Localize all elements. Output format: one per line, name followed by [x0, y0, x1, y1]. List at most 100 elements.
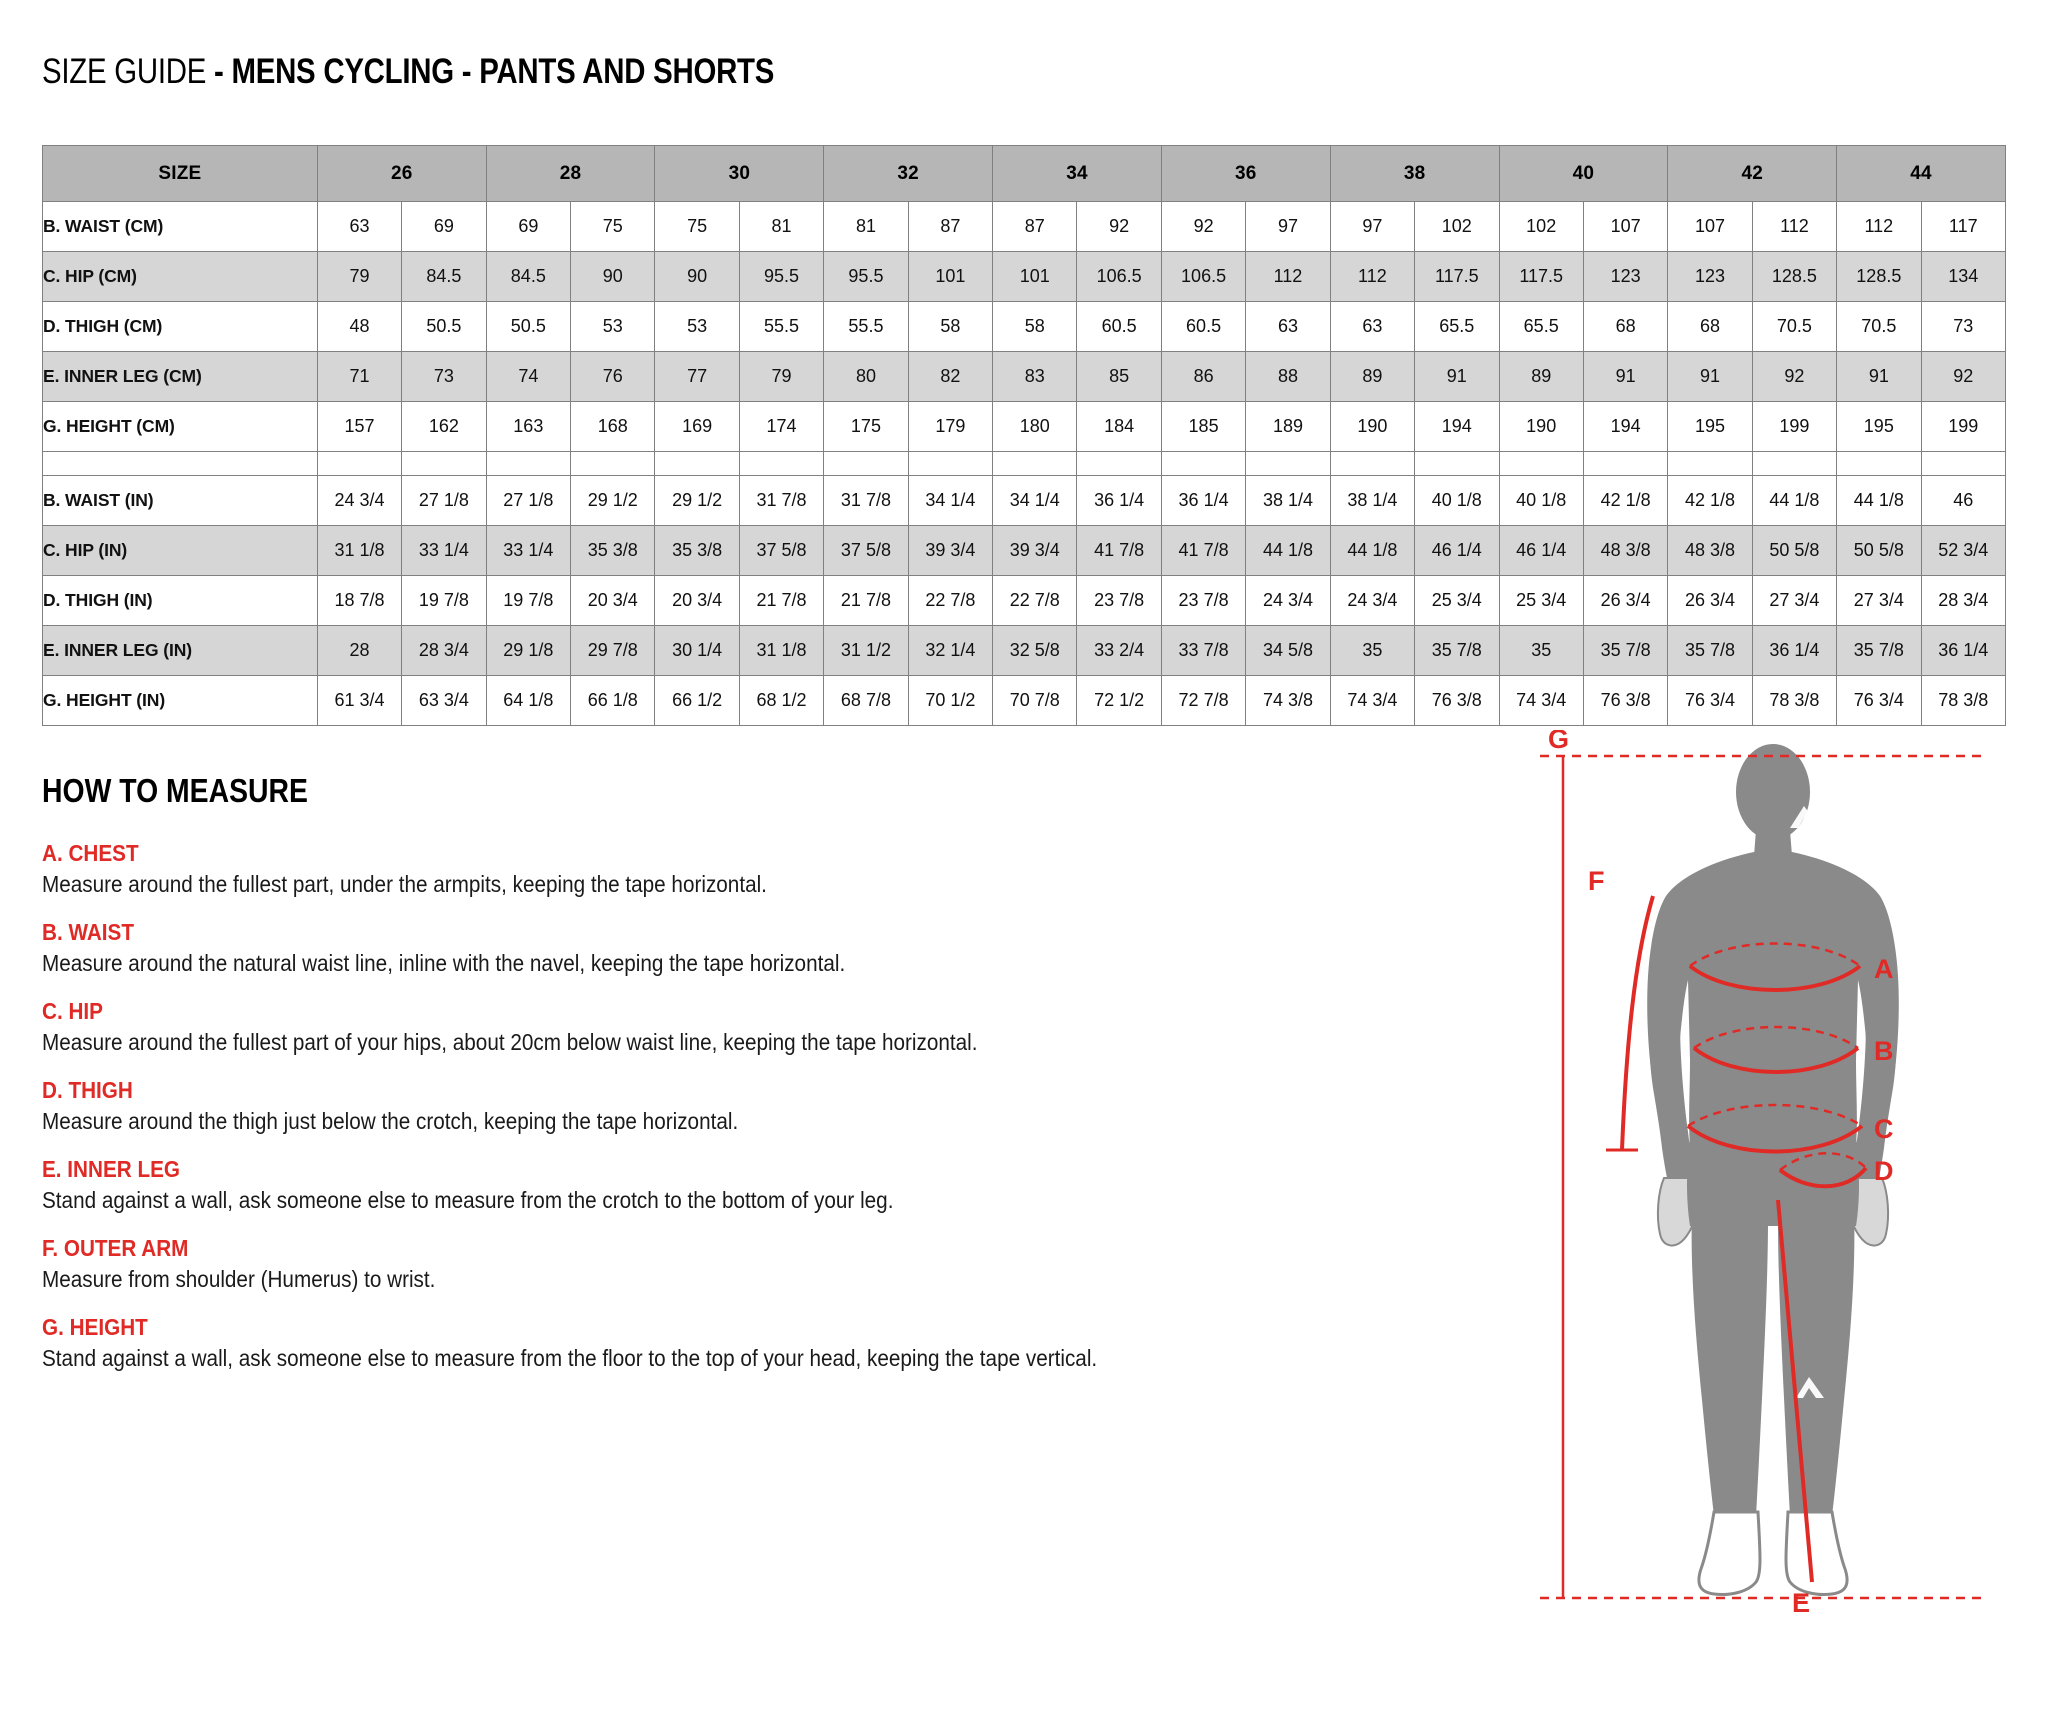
table-cell: 112	[1751, 201, 1838, 252]
row-label: C. HIP (CM)	[42, 251, 318, 302]
table-cell: 76 3/8	[1582, 675, 1669, 726]
table-row: D. THIGH (CM) 48 50.5 50.5 53 53 55.5 55.5 58 58 6…	[42, 301, 2007, 352]
table-body: B. WAIST (CM) 63 69 69 75 75 81 81 87 87 92 92 97 97 1…	[42, 201, 2007, 726]
marker-label-a: A	[1874, 954, 1894, 984]
spacer-cell	[1245, 451, 1331, 476]
table-cell: 76	[570, 351, 656, 402]
measure-item-title: G. HEIGHT	[42, 1314, 148, 1340]
table-cell: 25 3/4	[1498, 575, 1584, 626]
measure-item-description: Measure around the natural waist line, i…	[42, 950, 846, 976]
spacer-cell	[1414, 451, 1500, 476]
table-cell: 78 3/8	[1920, 675, 2007, 726]
table-cell: 33 7/8	[1160, 625, 1247, 676]
marker-label-f: F	[1588, 866, 1605, 896]
table-cell: 38 1/4	[1329, 475, 1416, 526]
table-cell: 28 3/4	[1920, 575, 2007, 626]
row-label: D. THIGH (CM)	[42, 301, 318, 352]
table-cell: 78 3/8	[1751, 675, 1838, 726]
table-cell: 66 1/8	[570, 675, 656, 726]
table-cell: 128.5	[1751, 251, 1838, 302]
table-cell: 106.5	[1160, 251, 1247, 302]
table-row: C. HIP (IN) 31 1/8 33 1/4 33 1/4 35 3/8 35 3/…	[42, 525, 2007, 576]
table-cell: 29 7/8	[570, 625, 656, 676]
row-label: E. INNER LEG (CM)	[42, 351, 318, 402]
spacer-cell	[738, 451, 825, 476]
body-silhouette	[1647, 744, 1899, 1596]
table-cell: 19 7/8	[401, 575, 487, 626]
table-cell: 75	[654, 201, 740, 252]
spacer-cell	[570, 451, 656, 476]
table-cell: 77	[654, 351, 740, 402]
table-cell: 69	[485, 201, 572, 252]
marker-label-g: G	[1548, 730, 1569, 754]
measure-item-title: D. THIGH	[42, 1077, 133, 1103]
spacer-cell	[823, 451, 909, 476]
table-cell: 195	[1667, 401, 1753, 452]
table-cell: 180	[992, 401, 1078, 452]
table-cell: 21 7/8	[823, 575, 909, 626]
table-cell: 92	[1160, 201, 1247, 252]
table-cell: 44 1/8	[1329, 525, 1416, 576]
table-row: E. INNER LEG (IN) 28 28 3/4 29 1/8 29 7/8 30 …	[42, 625, 2007, 676]
table-cell: 32 5/8	[992, 625, 1078, 676]
table-cell: 27 3/4	[1836, 575, 1922, 626]
table-cell: 70.5	[1836, 301, 1922, 352]
table-cell: 35 3/8	[654, 525, 740, 576]
table-header: SIZE 26 28 30 32 34 36 38 40 42 44	[42, 145, 2006, 202]
marker-label-c: C	[1874, 1114, 1894, 1144]
table-cell: 169	[654, 401, 740, 452]
table-cell: 35 7/8	[1667, 625, 1753, 676]
table-cell: 32 1/4	[907, 625, 994, 676]
table-cell: 35 7/8	[1836, 625, 1922, 676]
table-cell: 74 3/4	[1329, 675, 1416, 726]
table-cell: 40 1/8	[1498, 475, 1584, 526]
table-cell: 112	[1329, 251, 1416, 302]
table-cell: 31 1/8	[738, 625, 825, 676]
table-cell: 63 3/4	[401, 675, 487, 726]
table-cell: 91	[1414, 351, 1500, 402]
table-cell: 22 7/8	[992, 575, 1078, 626]
table-cell: 55.5	[738, 301, 825, 352]
table-header-size-32: 32	[823, 145, 994, 202]
table-header-size-28: 28	[485, 145, 656, 202]
table-cell: 112	[1245, 251, 1331, 302]
table-header-size-42: 42	[1667, 145, 1838, 202]
spacer-cell	[1076, 451, 1162, 476]
table-cell: 89	[1498, 351, 1584, 402]
table-cell: 20 3/4	[570, 575, 656, 626]
table-cell: 52 3/4	[1920, 525, 2007, 576]
measure-item-title: A. CHEST	[42, 840, 139, 866]
table-cell: 91	[1836, 351, 1922, 402]
table-cell: 44 1/8	[1751, 475, 1838, 526]
table-cell: 23 7/8	[1160, 575, 1247, 626]
table-cell: 95.5	[738, 251, 825, 302]
table-cell: 24 3/4	[316, 475, 403, 526]
spacer-cell	[992, 451, 1078, 476]
table-header-size-34: 34	[992, 145, 1162, 202]
table-cell: 53	[570, 301, 656, 352]
table-cell: 18 7/8	[316, 575, 403, 626]
table-header-size-26: 26	[316, 145, 487, 202]
table-cell: 46	[1920, 475, 2007, 526]
body-diagram: G F A B C D E	[1530, 730, 2000, 1660]
table-cell: 162	[401, 401, 487, 452]
table-cell: 68	[1582, 301, 1669, 352]
measure-item-c: C. HIP Measure around the fullest part of…	[42, 998, 1462, 1056]
table-cell: 97	[1245, 201, 1331, 252]
table-cell: 65.5	[1414, 301, 1500, 352]
table-cell: 190	[1329, 401, 1416, 452]
table-cell: 185	[1160, 401, 1247, 452]
measure-instruction-list: A. CHEST Measure around the fullest part,…	[42, 840, 1462, 1393]
table-cell: 107	[1667, 201, 1753, 252]
table-cell: 117	[1920, 201, 2007, 252]
table-cell: 84.5	[401, 251, 487, 302]
spacer-cell	[1498, 451, 1584, 476]
table-cell: 195	[1836, 401, 1922, 452]
measure-item-description: Measure from shoulder (Humerus) to wrist…	[42, 1266, 436, 1292]
table-cell: 87	[992, 201, 1078, 252]
table-cell: 36 1/4	[1751, 625, 1838, 676]
table-cell: 68	[1667, 301, 1753, 352]
table-cell: 68 7/8	[823, 675, 909, 726]
table-cell: 71	[316, 351, 403, 402]
table-cell: 102	[1414, 201, 1500, 252]
